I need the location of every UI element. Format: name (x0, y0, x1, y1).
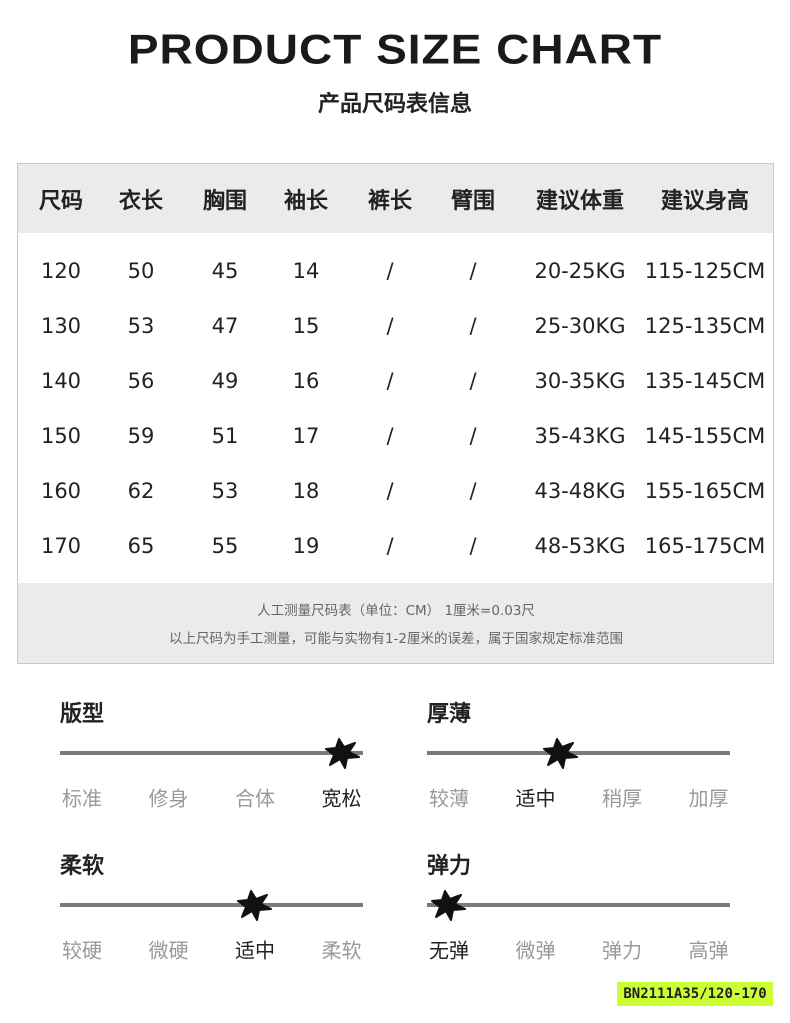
column-header: 尺码 (38, 189, 84, 214)
attribute-title: 弹力 (427, 854, 472, 879)
column-header: 臂围 (450, 189, 496, 214)
table-cell: / (386, 479, 394, 503)
table-cell: / (469, 259, 477, 283)
table-cell: / (386, 534, 394, 558)
table-cell: 50 (127, 259, 155, 283)
table-cell: 19 (292, 534, 320, 558)
subtitle: 产品尺码表信息 (317, 92, 472, 117)
option-label: 微弹 (515, 938, 556, 963)
table-cell: 53 (211, 479, 239, 503)
table-cell: / (469, 534, 477, 558)
option-label: 较薄 (429, 786, 469, 811)
table-cell: / (469, 424, 477, 448)
table-cell: 56 (127, 369, 155, 393)
slider-track (60, 751, 363, 755)
slider-marker (237, 890, 272, 921)
table-cell: / (386, 424, 394, 448)
column-header: 袖长 (283, 189, 329, 214)
table-cell: 49 (211, 369, 239, 393)
slider-marker (542, 738, 578, 769)
attribute-title: 厚薄 (427, 702, 472, 727)
slider-marker (325, 738, 360, 769)
option-label: 修身 (148, 786, 189, 811)
table-cell: 15 (292, 314, 320, 338)
table-cell: 165-175CM (644, 534, 766, 558)
table-cell: 53 (127, 314, 155, 338)
slider-track (60, 903, 363, 907)
option-label: 较硬 (62, 938, 102, 963)
size-table: 尺码 衣长 胸围 袖长 裤长 臂围 建议体重 建议身高 120 50 45 14//20-25KG 1… (17, 163, 774, 664)
attribute-title: 柔软 (60, 854, 105, 879)
attributes: 版型 标准 修身 合体 宽松 厚薄 较薄 适中 稍厚 加厚 柔软 较硬 微硬 适中 柔软 弹力 无弹 微弹 弹力 高弹 (0, 680, 790, 980)
option-label: 柔软 (321, 938, 362, 963)
marker-shape (325, 738, 360, 769)
table-cell: / (386, 314, 394, 338)
column-header: 建议身高 (660, 189, 750, 214)
slider-marker (431, 890, 466, 921)
option-label: 微硬 (148, 938, 189, 963)
option-label: 适中 (515, 786, 556, 811)
table-cell: 65 (127, 534, 155, 558)
table-cell: 48-53KG (534, 534, 626, 558)
table-cell: 130 (40, 314, 82, 338)
marker-shape (431, 890, 466, 921)
table-cell: 35-43KG (534, 424, 626, 448)
option-label: 合体 (235, 786, 275, 811)
table-cell: 155-165CM (644, 479, 766, 503)
marker-shape (237, 890, 272, 921)
table-cell: 59 (127, 424, 155, 448)
table-cell: / (469, 479, 477, 503)
option-label: 高弹 (688, 938, 729, 963)
table-header: 尺码 衣长 胸围 袖长 裤长 臂围 建议体重 建议身高 (18, 164, 773, 233)
product-code: BN2111A35/120-170 (617, 982, 773, 1006)
table-cell: 150 (40, 424, 82, 448)
slider-track (427, 903, 730, 907)
table-notes: 人工测量尺码表（单位：CM） 1厘米=0.03尺以上尺码为手工测量，可能与实物有… (18, 583, 773, 663)
table-cell: 16 (292, 369, 320, 393)
table-cell: 14 (292, 259, 320, 283)
table-cell: 30-35KG (534, 369, 626, 393)
table-cell: 25-30KG (534, 314, 626, 338)
table-cell: 47 (211, 314, 239, 338)
table-cell: / (469, 314, 477, 338)
table-cell: / (386, 369, 394, 393)
table-cell: 125-135CM (644, 314, 766, 338)
table-cell: 55 (211, 534, 239, 558)
option-label: 弹力 (602, 938, 642, 963)
table-cell: / (469, 369, 477, 393)
table-cell: 17 (292, 424, 320, 448)
option-label: 无弹 (429, 938, 469, 963)
column-header: 胸围 (202, 189, 248, 214)
table-cell: 120 (40, 259, 82, 283)
option-label: 宽松 (321, 786, 362, 811)
table-cell: 20-25KG (534, 259, 626, 283)
table-cell: / (386, 259, 394, 283)
attribute-title: 版型 (60, 702, 105, 727)
table-cell: 135-145CM (644, 369, 766, 393)
marker-shape (542, 738, 578, 769)
option-label: 适中 (235, 938, 275, 963)
table-cell: 160 (40, 479, 82, 503)
table-cell: 45 (211, 259, 239, 283)
column-header: 建议体重 (535, 189, 625, 214)
column-header: 裤长 (367, 189, 413, 214)
title: PRODUCT SIZE CHART (127, 25, 663, 73)
table-cell: 140 (40, 369, 82, 393)
table-cell: 62 (127, 479, 155, 503)
option-label: 标准 (62, 786, 102, 811)
slider-track (427, 751, 730, 755)
table-note: 以上尺码为手工测量，可能与实物有1-2厘米的误差，属于国家规定标准范围 (168, 631, 624, 647)
option-label: 稍厚 (602, 786, 642, 811)
table-cell: 170 (40, 534, 82, 558)
table-cell: 18 (292, 479, 320, 503)
table-body: 120 50 45 14 / / 20-25KG 115-125CM 130 53 47 15 / / 25… (18, 233, 773, 583)
table-cell: 115-125CM (644, 259, 766, 283)
table-note: 人工测量尺码表（单位：CM） 1厘米=0.03尺 (257, 603, 535, 619)
table-cell: 43-48KG (534, 479, 626, 503)
table-cell: 51 (211, 424, 239, 448)
table-cell: 145-155CM (644, 424, 766, 448)
option-label: 加厚 (688, 786, 729, 811)
column-header: 衣长 (118, 189, 164, 214)
